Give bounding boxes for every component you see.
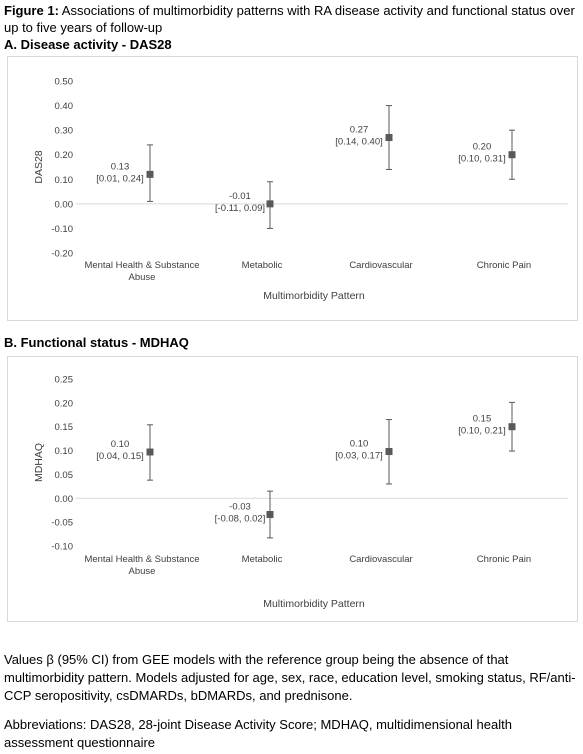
data-label-ci: [0.01, 0.24] — [96, 173, 144, 184]
category-label: Abuse — [129, 272, 156, 283]
data-label-estimate: 0.10 — [111, 439, 130, 450]
chart-mdhaq: -0.10 -0.05 0.00 0.05 0.10 0.15 0.20 0.25 MDHAQ M… — [7, 356, 578, 622]
data-label-estimate: 0.20 — [473, 142, 492, 153]
panel-b-heading: B. Functional status - MDHAQ — [4, 335, 189, 350]
y-axis-title: DAS28 — [33, 150, 45, 183]
data-label-ci: [0.10, 0.21] — [458, 426, 506, 437]
abbreviations-note: Abbreviations: DAS28, 28-joint Disease A… — [4, 717, 512, 750]
data-label-ci: [0.10, 0.31] — [458, 154, 506, 165]
category-label: Chronic Pain — [477, 554, 531, 565]
data-label-estimate: 0.15 — [473, 414, 492, 425]
y-tick-label: -0.10 — [51, 224, 73, 235]
data-label-estimate: -0.01 — [229, 191, 251, 202]
data-label-estimate: 0.13 — [111, 161, 130, 172]
y-tick-label: 0.15 — [55, 422, 74, 433]
data-label-ci: [0.03, 0.17] — [335, 451, 383, 462]
y-tick-label: 0.20 — [55, 398, 74, 409]
figure-title-text: Associations of multimorbidity patterns … — [4, 3, 575, 35]
data-label-estimate: 0.27 — [350, 125, 369, 136]
category-label: Cardiovascular — [349, 554, 412, 565]
y-tick-label: 0.00 — [55, 494, 74, 505]
point-marker — [385, 134, 393, 142]
category-label: Abuse — [129, 566, 156, 577]
data-label-ci: [-0.08, 0.02] — [215, 514, 266, 525]
y-tick-label: 0.20 — [55, 150, 74, 161]
category-label: Cardiovascular — [349, 260, 412, 271]
y-tick-label: -0.10 — [51, 542, 73, 553]
category-label: Chronic Pain — [477, 260, 531, 271]
y-tick-label: 0.10 — [55, 446, 74, 457]
category-label: Metabolic — [242, 554, 283, 565]
y-tick-label: 0.50 — [55, 77, 74, 88]
y-tick-label: 0.40 — [55, 101, 74, 112]
figure-title: Figure 1: Associations of multimorbidity… — [4, 2, 576, 36]
mdhaq-plot: -0.10 -0.05 0.00 0.05 0.10 0.15 0.20 0.25 MDHAQ M… — [33, 375, 568, 610]
x-axis-title: Multimorbidity Pattern — [263, 598, 365, 610]
data-label-estimate: 0.10 — [350, 439, 369, 450]
x-axis-title: Multimorbidity Pattern — [263, 290, 365, 302]
point-marker — [266, 511, 274, 519]
category-label: Metabolic — [242, 260, 283, 271]
y-tick-label: 0.25 — [55, 375, 74, 386]
point-marker — [508, 423, 516, 431]
data-label-estimate: -0.03 — [229, 502, 251, 513]
panel-a-heading: A. Disease activity - DAS28 — [4, 37, 172, 52]
y-tick-label: 0.10 — [55, 175, 74, 186]
category-label: Mental Health & Substance — [84, 260, 199, 271]
y-tick-label: 0.00 — [55, 199, 74, 210]
values-note: Values β (95% CI) from GEE models with t… — [4, 652, 576, 703]
das28-plot: -0.20 -0.10 0.00 0.10 0.20 0.30 0.40 0.50 DAS28 M… — [33, 77, 568, 302]
data-label-ci: [-0.11, 0.09] — [215, 203, 265, 214]
point-marker — [508, 151, 516, 159]
y-tick-label: -0.05 — [51, 518, 73, 529]
y-tick-label: 0.05 — [55, 470, 74, 481]
chart-das28: -0.20 -0.10 0.00 0.10 0.20 0.30 0.40 0.50 DAS28 M… — [7, 56, 578, 321]
y-tick-label: -0.20 — [51, 249, 73, 260]
point-marker — [146, 170, 154, 178]
category-label: Mental Health & Substance — [84, 554, 199, 565]
point-marker — [266, 200, 274, 208]
figure-label: Figure 1: — [4, 3, 59, 18]
point-marker — [146, 448, 154, 456]
y-tick-label: 0.30 — [55, 126, 74, 137]
data-label-ci: [0.14, 0.40] — [335, 137, 383, 148]
y-axis-title: MDHAQ — [33, 443, 45, 482]
point-marker — [385, 448, 393, 456]
data-label-ci: [0.04, 0.15] — [96, 451, 144, 462]
